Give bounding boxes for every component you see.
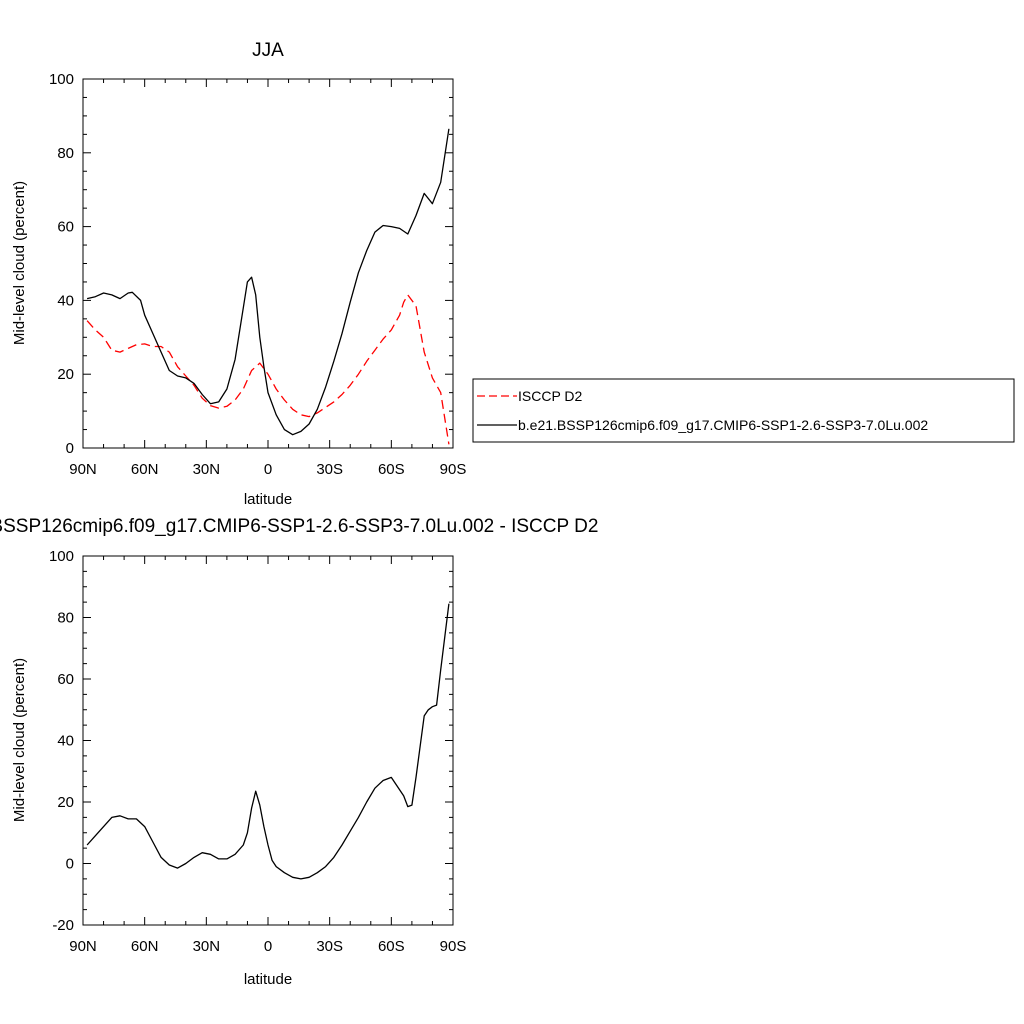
chart-difference: b.e21.BSSP126cmip6.f09_g17.CMIP6-SSP1-2.… <box>0 516 598 988</box>
x-tick-labels: 90N 60N 30N 0 30S 60S 90S <box>69 461 466 478</box>
y-tick-label: 60 <box>57 219 74 236</box>
x-tick-label: 90S <box>440 461 467 478</box>
y-tick-label: 80 <box>57 610 74 627</box>
y-tick-label: -20 <box>52 917 74 934</box>
x-tick-labels-difference: 90N 60N 30N 0 30S 60S 90S <box>69 938 466 955</box>
x-tick-label: 60S <box>378 938 405 955</box>
x-axis-label-difference: latitude <box>244 971 292 988</box>
y-tick-label: 40 <box>57 733 74 750</box>
x-tick-label: 30S <box>316 461 343 478</box>
y-tick-label: 20 <box>57 366 74 383</box>
series-group <box>86 128 450 445</box>
plot-frame-difference <box>82 555 454 926</box>
x-tick-label: 60N <box>131 461 159 478</box>
y-axis-label-difference: Mid-level cloud (percent) <box>11 658 28 822</box>
x-tick-label: 90S <box>440 938 467 955</box>
y-tick-label: 0 <box>66 856 74 873</box>
x-tick-label: 30S <box>316 938 343 955</box>
x-tick-label: 30N <box>193 938 221 955</box>
x-tick-label: 60S <box>378 461 405 478</box>
series-line-model <box>86 128 450 436</box>
x-axis-label: latitude <box>244 491 292 508</box>
y-tick-label: 80 <box>57 145 74 162</box>
x-tick-label: 60N <box>131 938 159 955</box>
y-tick-label: 40 <box>57 292 74 309</box>
x-tick-label: 0 <box>264 938 272 955</box>
x-tick-label: 30N <box>193 461 221 478</box>
x-tick-label: 90N <box>69 938 97 955</box>
chart-title: JJA <box>252 40 284 61</box>
chart-jja: JJA 0 20 40 60 80 100 90N 60N 30N 0 30S 60S 90S lat… <box>11 40 466 508</box>
legend: ISCCP D2 b.e21.BSSP126cmip6.f09_g17.CMIP… <box>472 378 1015 443</box>
series-line-isccp <box>86 294 450 445</box>
legend-label-model: b.e21.BSSP126cmip6.f09_g17.CMIP6-SSP1-2.… <box>518 417 928 433</box>
y-axis-label: Mid-level cloud (percent) <box>11 181 28 345</box>
y-tick-label: 100 <box>49 71 74 88</box>
axis-ticks-difference <box>82 555 454 926</box>
series-group-difference <box>86 603 450 880</box>
y-tick-label: 100 <box>49 548 74 565</box>
y-tick-labels: 0 20 40 60 80 100 <box>49 71 74 457</box>
series-line-model <box>86 603 450 880</box>
legend-label-isccp: ISCCP D2 <box>518 388 583 404</box>
y-tick-label: 60 <box>57 671 74 688</box>
legend-box <box>472 378 1015 443</box>
axis-ticks <box>82 78 454 449</box>
y-tick-label: 0 <box>66 440 74 457</box>
x-tick-label: 0 <box>264 461 272 478</box>
x-tick-label: 90N <box>69 461 97 478</box>
y-tick-labels-difference: -20 0 20 40 60 80 100 <box>49 548 74 934</box>
chart-title-difference: b.e21.BSSP126cmip6.f09_g17.CMIP6-SSP1-2.… <box>0 516 598 537</box>
y-tick-label: 20 <box>57 794 74 811</box>
